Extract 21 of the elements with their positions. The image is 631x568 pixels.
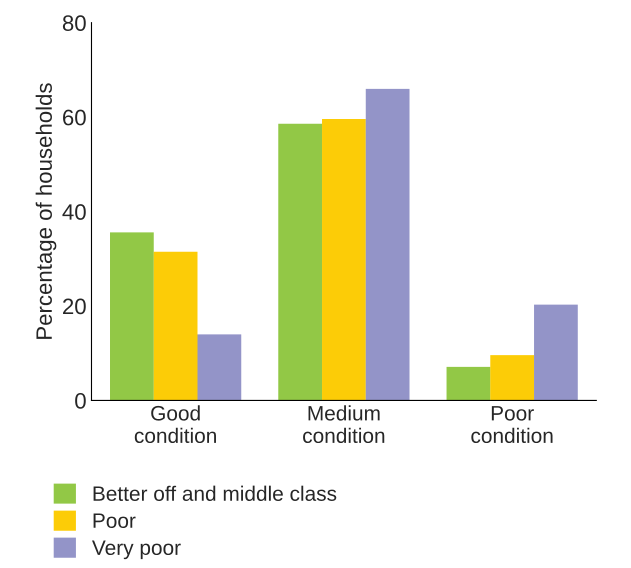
y-axis-title: Percentage of households — [36, 83, 56, 339]
bar — [322, 119, 366, 400]
legend-label: Very poor — [92, 540, 181, 560]
bar — [154, 252, 198, 400]
bar — [366, 88, 410, 400]
legend-label: Better off and middle class — [94, 486, 336, 501]
bar — [278, 124, 322, 400]
x-tick-label: Poor condition — [471, 406, 553, 444]
bar — [446, 366, 490, 400]
y-tick-label: 20 — [63, 298, 86, 314]
y-tick-label: 60 — [63, 110, 86, 126]
x-tick-label: Medium condition — [303, 405, 384, 444]
bar — [534, 304, 578, 400]
y-tick-label: 80 — [62, 15, 86, 31]
bar — [110, 232, 154, 400]
legend-label: Poor — [94, 513, 136, 528]
y-tick-label: 40 — [62, 204, 86, 220]
y-tick-label: 0 — [75, 392, 86, 409]
x-tick-label: Good condition — [134, 405, 216, 444]
bar — [198, 334, 242, 400]
bar — [490, 355, 534, 400]
